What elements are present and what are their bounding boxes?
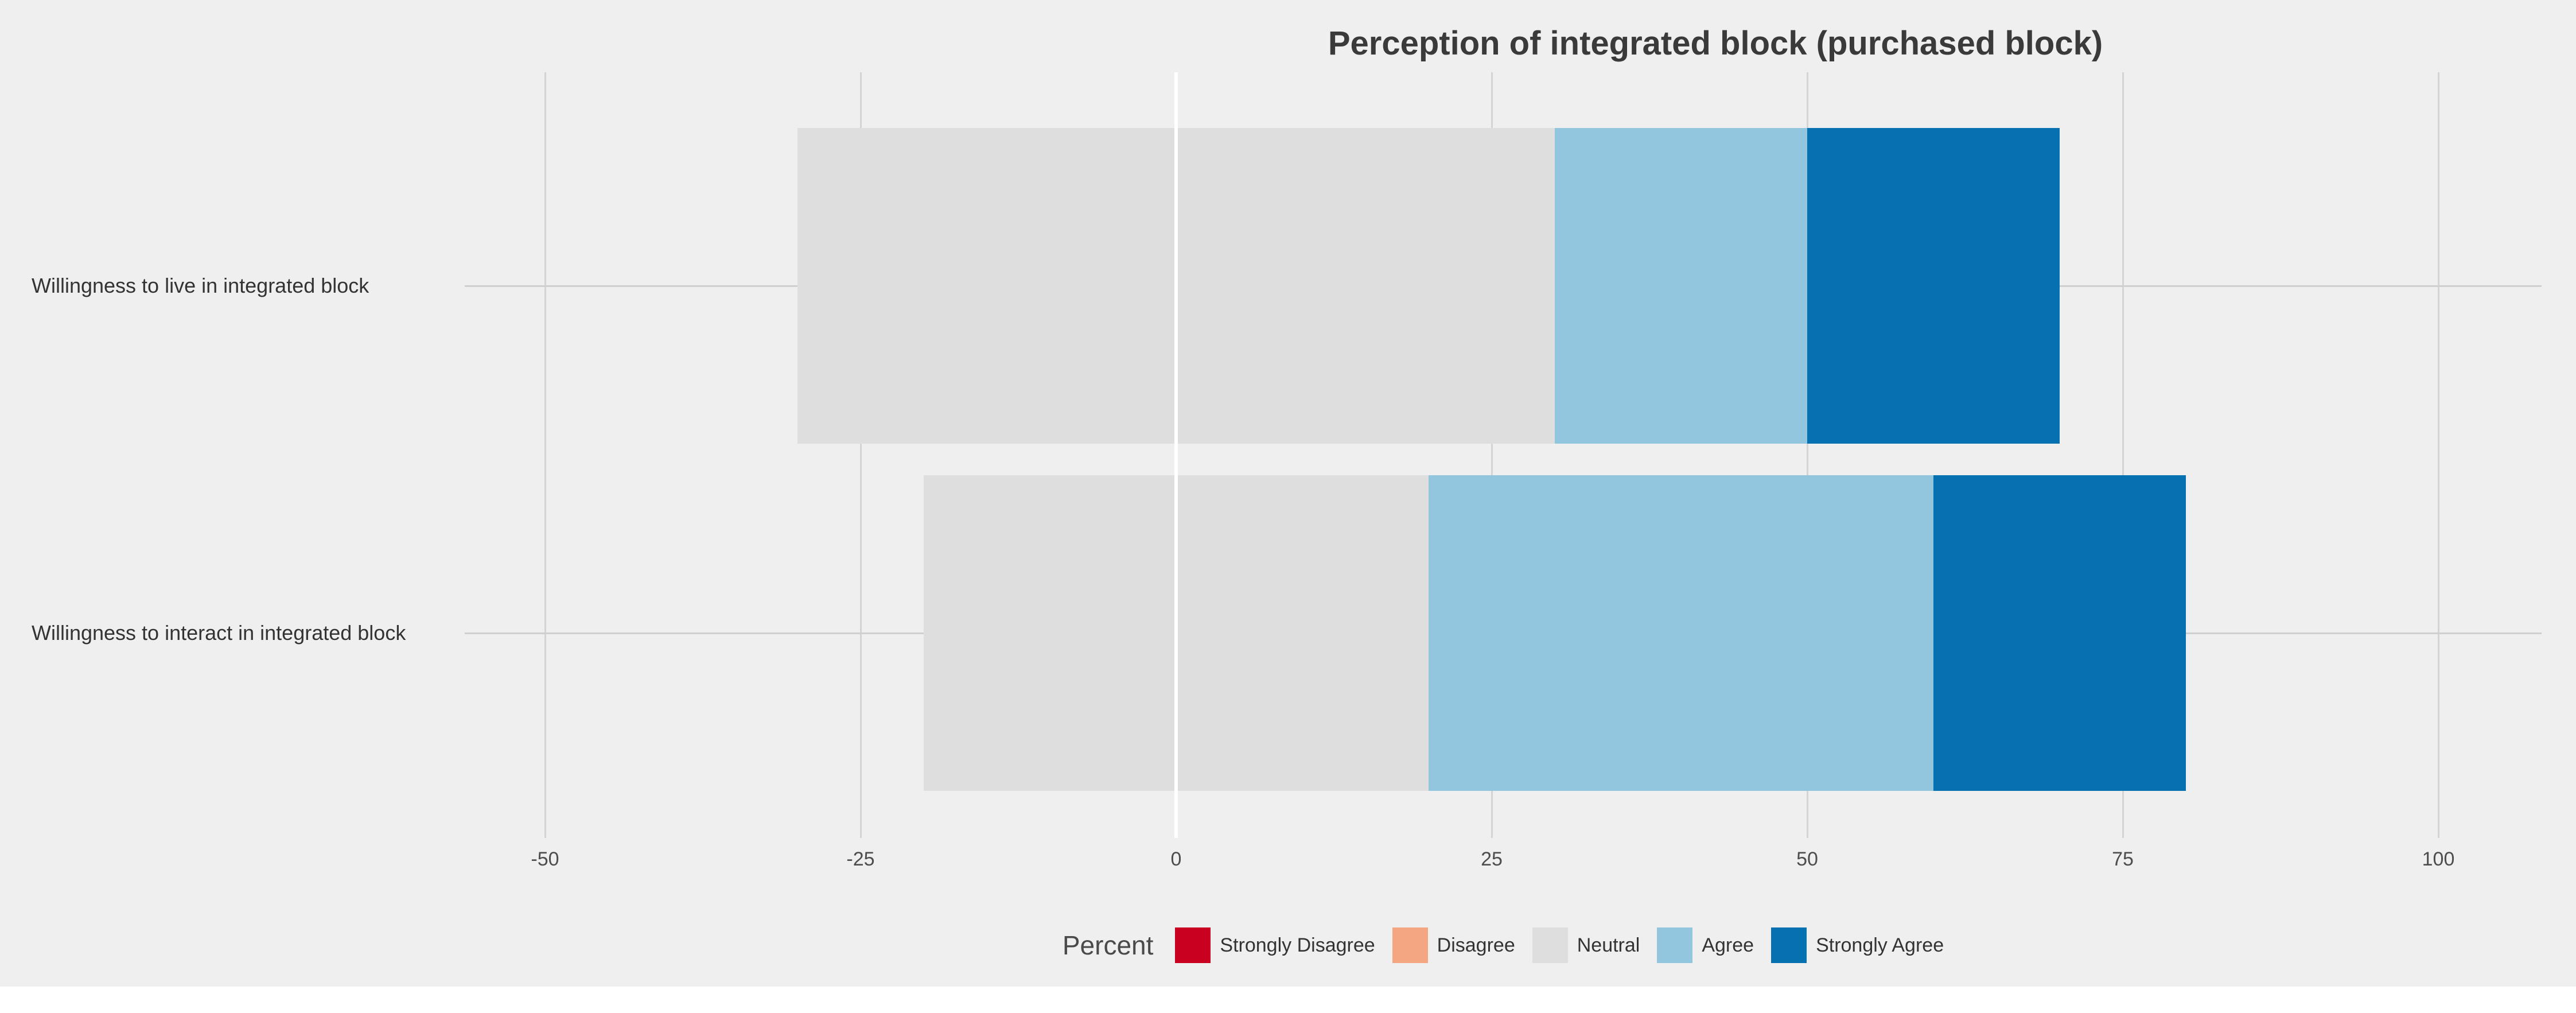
- legend-title: Percent: [1062, 930, 1154, 960]
- legend-item: Disagree: [1392, 927, 1515, 963]
- y-category-label: Willingness to live in integrated block: [32, 274, 369, 297]
- x-tick-label: 75: [2112, 848, 2134, 870]
- legend-item-label: Neutral: [1577, 934, 1640, 956]
- x-tick-label: 100: [2422, 848, 2455, 870]
- x-gridline: [2122, 72, 2124, 838]
- bar-segment-agree: [1555, 128, 1807, 444]
- legend-swatch-strongly-disagree: [1175, 927, 1211, 963]
- x-tick-label: 25: [1481, 848, 1503, 870]
- chart-title: Perception of integrated block (purchase…: [1328, 25, 2103, 62]
- y-category-label: Willingness to interact in integrated bl…: [32, 621, 406, 645]
- legend-item: Strongly Agree: [1771, 927, 1944, 963]
- x-gridline: [1807, 72, 1808, 838]
- legend: Percent Strongly Disagree Disagree Neutral…: [465, 919, 2542, 971]
- x-tick-label: 0: [1170, 848, 1182, 870]
- x-tick-label: -25: [846, 848, 875, 870]
- bar-segment-strongly-agree: [1807, 128, 2060, 444]
- legend-item: Strongly Disagree: [1175, 927, 1375, 963]
- zero-line: [1174, 72, 1178, 838]
- legend-item-label: Strongly Agree: [1816, 934, 1944, 956]
- legend-swatch-disagree: [1392, 927, 1428, 963]
- bar-segment-agree: [1429, 475, 1933, 791]
- legend-item-label: Strongly Disagree: [1220, 934, 1375, 956]
- legend-item-label: Disagree: [1437, 934, 1515, 956]
- legend-item: Neutral: [1532, 927, 1640, 963]
- legend-item: Agree: [1657, 927, 1754, 963]
- x-gridline: [1491, 72, 1493, 838]
- x-gridline: [544, 72, 546, 838]
- legend-swatch-neutral: [1532, 927, 1568, 963]
- legend-swatch-agree: [1657, 927, 1693, 963]
- bar-segment-strongly-agree: [1933, 475, 2186, 791]
- x-gridline: [860, 72, 862, 838]
- legend-swatch-strongly-agree: [1771, 927, 1807, 963]
- bottom-strip: [0, 987, 2576, 1013]
- x-gridline: [2438, 72, 2439, 838]
- x-tick-label: 50: [1796, 848, 1818, 870]
- x-tick-label: -50: [531, 848, 559, 870]
- legend-item-label: Agree: [1702, 934, 1754, 956]
